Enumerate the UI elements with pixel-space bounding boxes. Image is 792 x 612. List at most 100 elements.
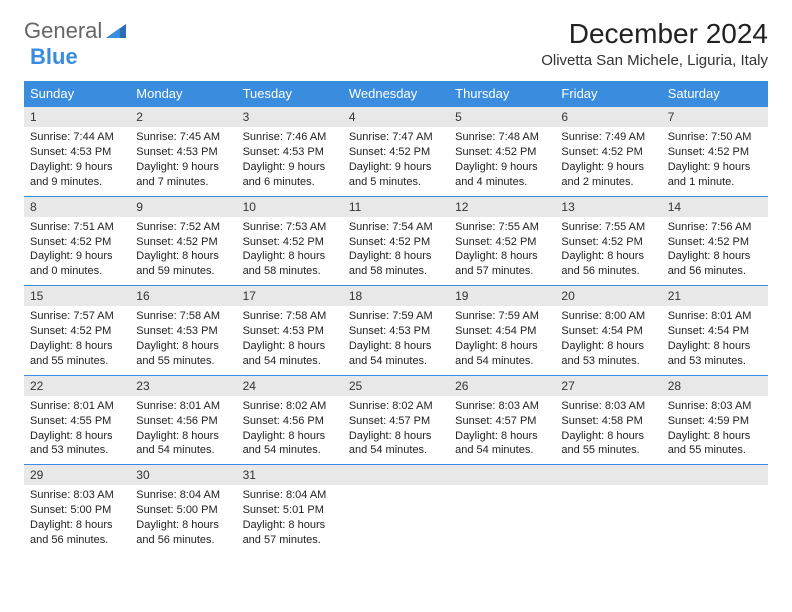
daylight-line: Daylight: 9 hours and 9 minutes. — [30, 160, 124, 190]
sunrise-line: Sunrise: 8:01 AM — [668, 309, 762, 324]
day-number: 16 — [130, 285, 236, 306]
sunset-line: Sunset: 4:52 PM — [349, 145, 443, 160]
weekday-header: Wednesday — [343, 81, 449, 106]
day-number: 24 — [237, 375, 343, 396]
calendar-row: 15Sunrise: 7:57 AMSunset: 4:52 PMDayligh… — [24, 285, 768, 375]
calendar-row: 29Sunrise: 8:03 AMSunset: 5:00 PMDayligh… — [24, 464, 768, 554]
sunset-line: Sunset: 4:52 PM — [561, 235, 655, 250]
day-details: Sunrise: 8:00 AMSunset: 4:54 PMDaylight:… — [555, 306, 661, 374]
day-details: Sunrise: 7:58 AMSunset: 4:53 PMDaylight:… — [237, 306, 343, 374]
calendar-cell: 21Sunrise: 8:01 AMSunset: 4:54 PMDayligh… — [662, 285, 768, 375]
sunrise-line: Sunrise: 7:48 AM — [455, 130, 549, 145]
calendar-cell: 22Sunrise: 8:01 AMSunset: 4:55 PMDayligh… — [24, 375, 130, 465]
daylight-line: Daylight: 8 hours and 54 minutes. — [455, 339, 549, 369]
sunrise-line: Sunrise: 8:04 AM — [136, 488, 230, 503]
calendar-body: 1Sunrise: 7:44 AMSunset: 4:53 PMDaylight… — [24, 106, 768, 554]
sunset-line: Sunset: 4:57 PM — [349, 414, 443, 429]
calendar-cell: 24Sunrise: 8:02 AMSunset: 4:56 PMDayligh… — [237, 375, 343, 465]
daylight-line: Daylight: 9 hours and 6 minutes. — [243, 160, 337, 190]
calendar-cell: 9Sunrise: 7:52 AMSunset: 4:52 PMDaylight… — [130, 196, 236, 286]
location-subtitle: Olivetta San Michele, Liguria, Italy — [541, 52, 768, 69]
calendar-row: 22Sunrise: 8:01 AMSunset: 4:55 PMDayligh… — [24, 375, 768, 465]
calendar-cell: 23Sunrise: 8:01 AMSunset: 4:56 PMDayligh… — [130, 375, 236, 465]
calendar-cell: 18Sunrise: 7:59 AMSunset: 4:53 PMDayligh… — [343, 285, 449, 375]
daylight-line: Daylight: 8 hours and 54 minutes. — [349, 429, 443, 459]
day-details: Sunrise: 8:03 AMSunset: 4:59 PMDaylight:… — [662, 396, 768, 464]
day-details: Sunrise: 8:02 AMSunset: 4:56 PMDaylight:… — [237, 396, 343, 464]
calendar-cell — [449, 464, 555, 554]
weekday-header: Tuesday — [237, 81, 343, 106]
sunrise-line: Sunrise: 8:01 AM — [136, 399, 230, 414]
calendar-cell: 4Sunrise: 7:47 AMSunset: 4:52 PMDaylight… — [343, 106, 449, 196]
day-number: 14 — [662, 196, 768, 217]
daylight-line: Daylight: 8 hours and 53 minutes. — [668, 339, 762, 369]
sunset-line: Sunset: 4:55 PM — [30, 414, 124, 429]
daylight-line: Daylight: 8 hours and 54 minutes. — [455, 429, 549, 459]
sunrise-line: Sunrise: 7:59 AM — [349, 309, 443, 324]
day-details: Sunrise: 8:04 AMSunset: 5:00 PMDaylight:… — [130, 485, 236, 553]
daylight-line: Daylight: 8 hours and 59 minutes. — [136, 249, 230, 279]
calendar-cell — [662, 464, 768, 554]
logo: General — [24, 18, 126, 44]
logo-triangle-icon — [106, 18, 126, 44]
day-number: 9 — [130, 196, 236, 217]
sunset-line: Sunset: 4:52 PM — [349, 235, 443, 250]
day-number-empty — [555, 464, 661, 485]
day-details: Sunrise: 7:54 AMSunset: 4:52 PMDaylight:… — [343, 217, 449, 285]
day-number: 17 — [237, 285, 343, 306]
daylight-line: Daylight: 9 hours and 4 minutes. — [455, 160, 549, 190]
daylight-line: Daylight: 9 hours and 7 minutes. — [136, 160, 230, 190]
calendar-cell: 5Sunrise: 7:48 AMSunset: 4:52 PMDaylight… — [449, 106, 555, 196]
day-number: 21 — [662, 285, 768, 306]
sunset-line: Sunset: 4:52 PM — [136, 235, 230, 250]
title-block: December 2024 Olivetta San Michele, Ligu… — [541, 18, 768, 69]
day-number-empty — [343, 464, 449, 485]
logo-text-general: General — [24, 18, 102, 44]
sunset-line: Sunset: 4:59 PM — [668, 414, 762, 429]
daylight-line: Daylight: 8 hours and 55 minutes. — [561, 429, 655, 459]
day-details: Sunrise: 8:03 AMSunset: 4:58 PMDaylight:… — [555, 396, 661, 464]
calendar-cell: 6Sunrise: 7:49 AMSunset: 4:52 PMDaylight… — [555, 106, 661, 196]
sunrise-line: Sunrise: 7:57 AM — [30, 309, 124, 324]
day-details: Sunrise: 8:01 AMSunset: 4:54 PMDaylight:… — [662, 306, 768, 374]
day-number: 25 — [343, 375, 449, 396]
day-number: 28 — [662, 375, 768, 396]
sunrise-line: Sunrise: 7:59 AM — [455, 309, 549, 324]
calendar-row: 1Sunrise: 7:44 AMSunset: 4:53 PMDaylight… — [24, 106, 768, 196]
calendar-cell — [555, 464, 661, 554]
day-details: Sunrise: 7:59 AMSunset: 4:53 PMDaylight:… — [343, 306, 449, 374]
daylight-line: Daylight: 8 hours and 53 minutes. — [561, 339, 655, 369]
sunset-line: Sunset: 4:52 PM — [668, 145, 762, 160]
day-details: Sunrise: 7:59 AMSunset: 4:54 PMDaylight:… — [449, 306, 555, 374]
day-number: 4 — [343, 106, 449, 127]
day-details: Sunrise: 8:03 AMSunset: 4:57 PMDaylight:… — [449, 396, 555, 464]
sunset-line: Sunset: 5:00 PM — [136, 503, 230, 518]
day-details: Sunrise: 8:02 AMSunset: 4:57 PMDaylight:… — [343, 396, 449, 464]
weekday-header-row: Sunday Monday Tuesday Wednesday Thursday… — [24, 81, 768, 106]
calendar-cell: 17Sunrise: 7:58 AMSunset: 4:53 PMDayligh… — [237, 285, 343, 375]
sunset-line: Sunset: 4:54 PM — [561, 324, 655, 339]
sunset-line: Sunset: 4:54 PM — [668, 324, 762, 339]
daylight-line: Daylight: 8 hours and 56 minutes. — [30, 518, 124, 548]
day-number: 5 — [449, 106, 555, 127]
sunset-line: Sunset: 5:00 PM — [30, 503, 124, 518]
calendar-cell: 2Sunrise: 7:45 AMSunset: 4:53 PMDaylight… — [130, 106, 236, 196]
month-title: December 2024 — [541, 18, 768, 50]
calendar-cell: 1Sunrise: 7:44 AMSunset: 4:53 PMDaylight… — [24, 106, 130, 196]
sunset-line: Sunset: 4:54 PM — [455, 324, 549, 339]
daylight-line: Daylight: 8 hours and 58 minutes. — [243, 249, 337, 279]
header: General December 2024 Olivetta San Miche… — [24, 18, 768, 69]
calendar-cell — [343, 464, 449, 554]
calendar-cell: 29Sunrise: 8:03 AMSunset: 5:00 PMDayligh… — [24, 464, 130, 554]
sunset-line: Sunset: 4:53 PM — [136, 145, 230, 160]
day-details: Sunrise: 7:48 AMSunset: 4:52 PMDaylight:… — [449, 127, 555, 195]
day-number: 27 — [555, 375, 661, 396]
sunset-line: Sunset: 4:58 PM — [561, 414, 655, 429]
weekday-header: Monday — [130, 81, 236, 106]
sunset-line: Sunset: 4:52 PM — [455, 145, 549, 160]
sunset-line: Sunset: 4:53 PM — [30, 145, 124, 160]
sunset-line: Sunset: 4:53 PM — [349, 324, 443, 339]
day-number-empty — [662, 464, 768, 485]
daylight-line: Daylight: 9 hours and 5 minutes. — [349, 160, 443, 190]
day-number: 7 — [662, 106, 768, 127]
